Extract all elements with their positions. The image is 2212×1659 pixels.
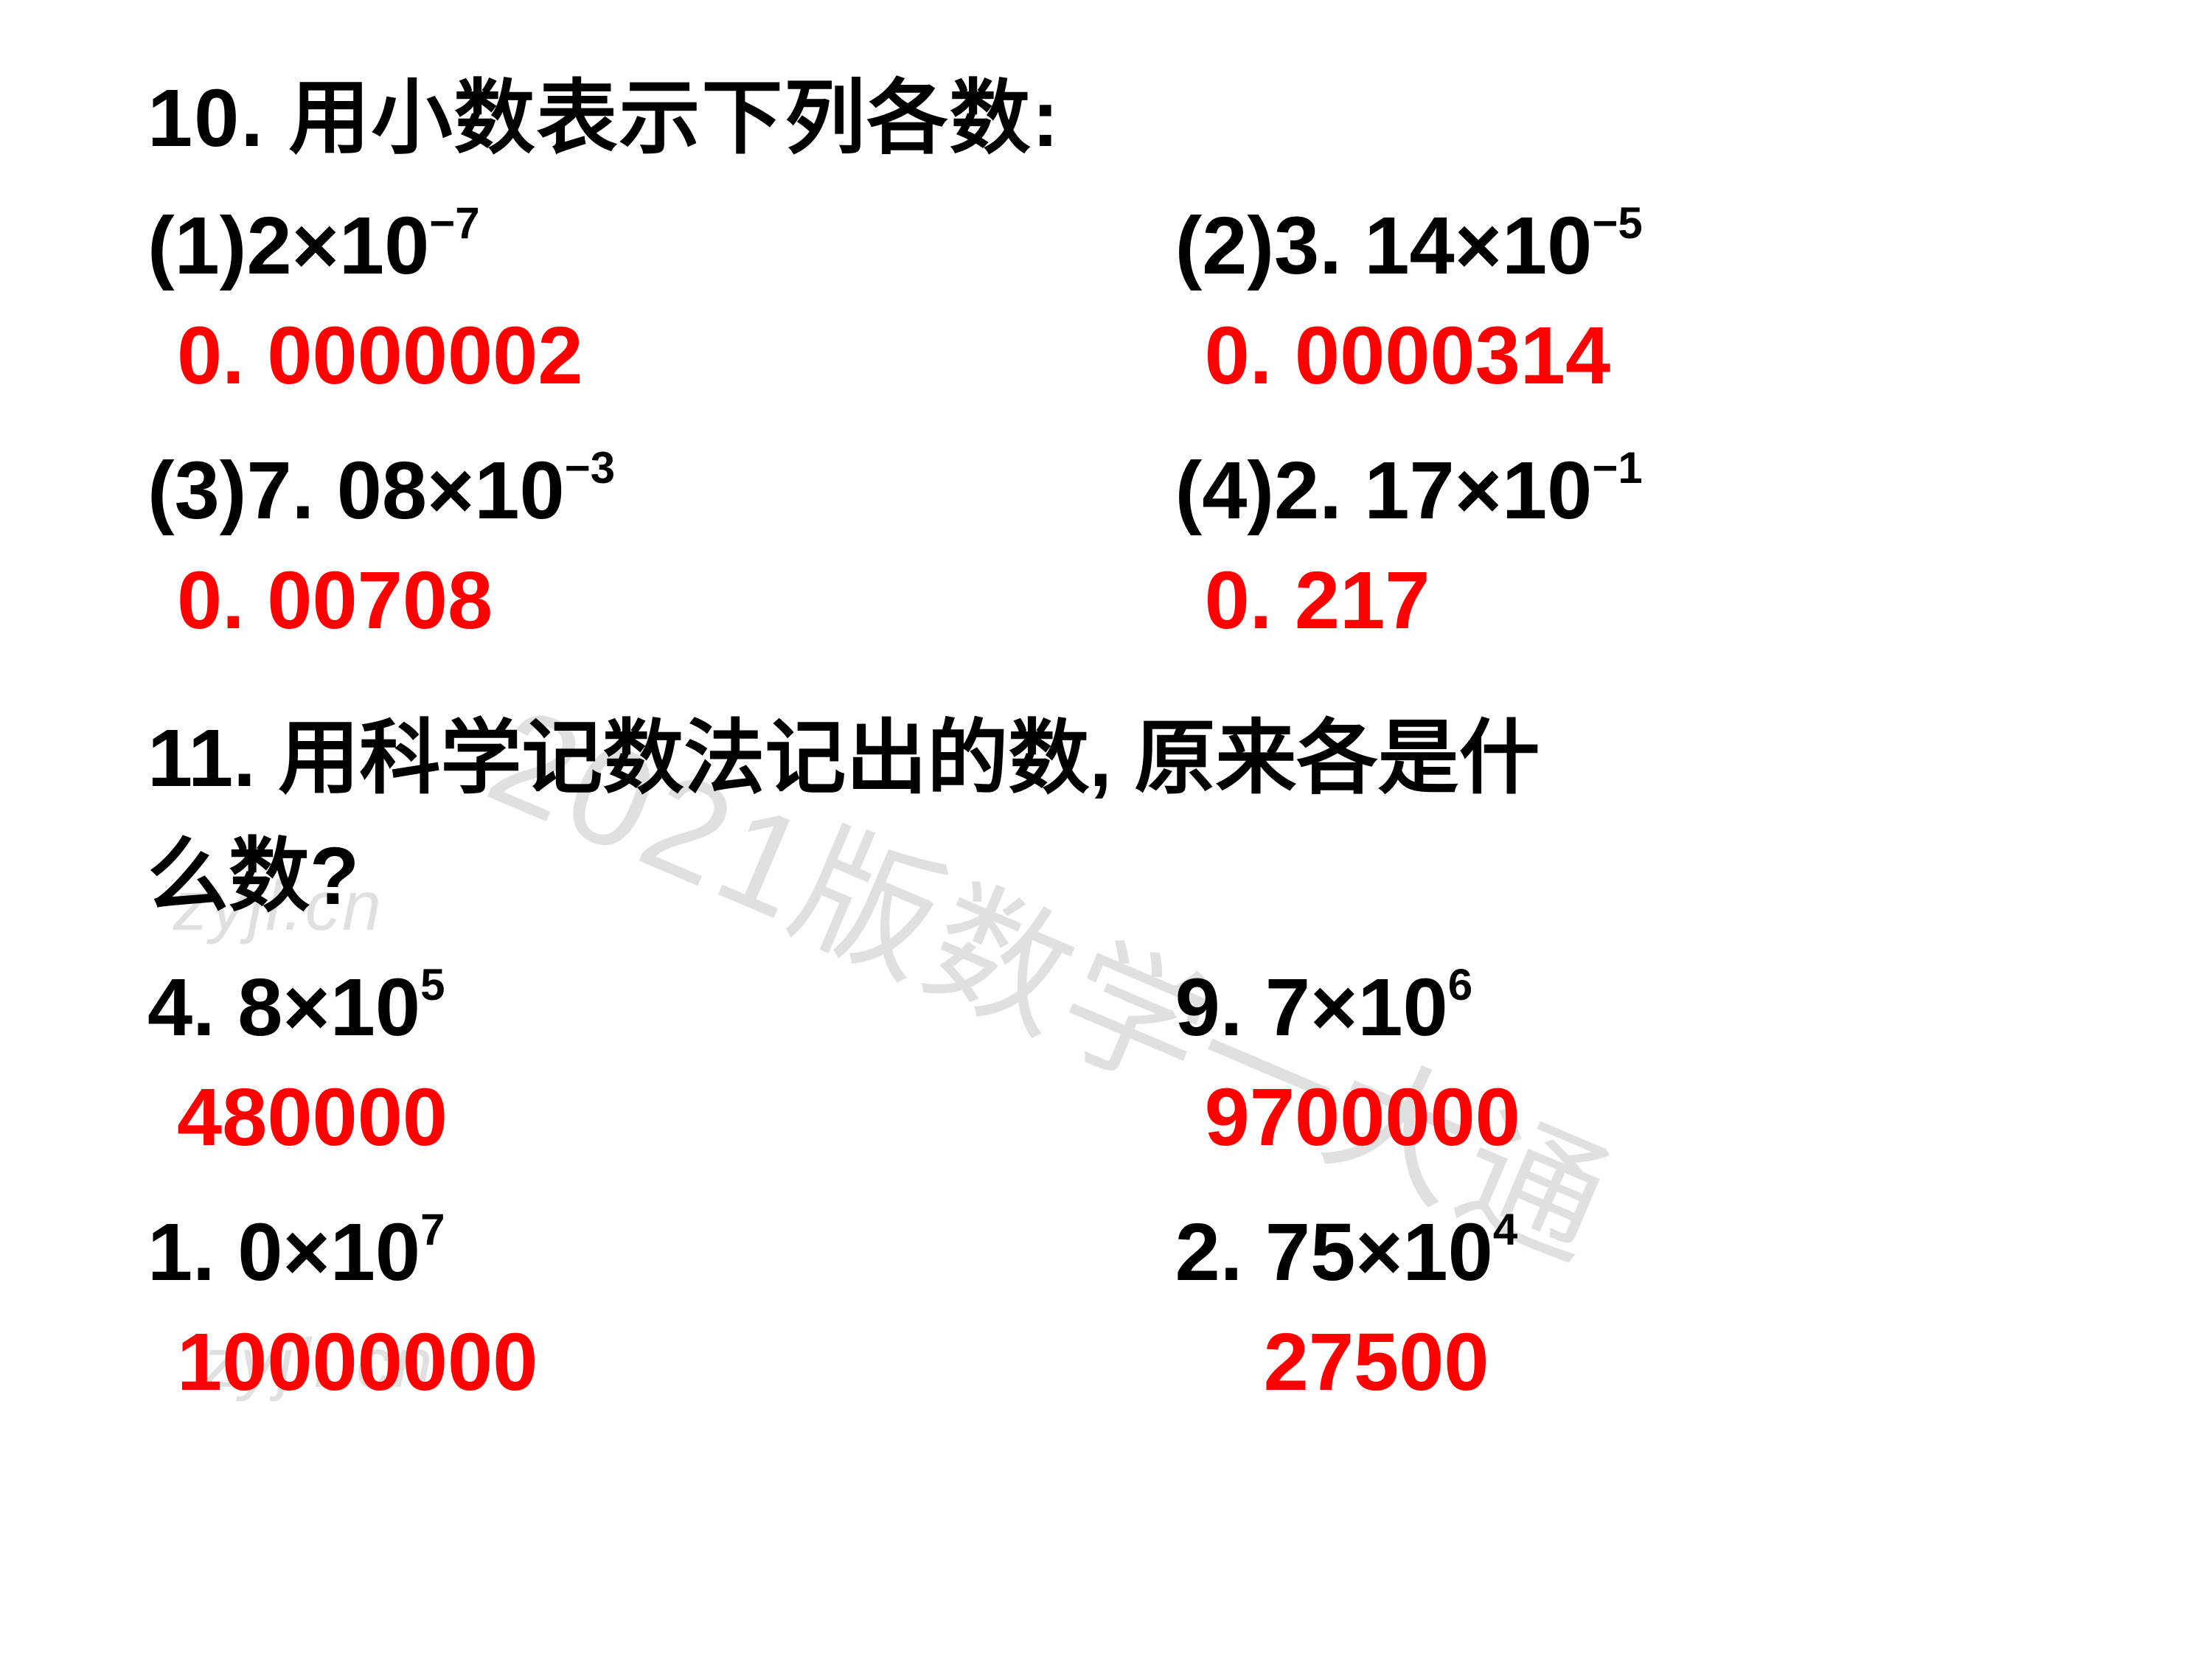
- q10-item1-label: (1): [147, 201, 246, 291]
- multiply-sign: ×: [1455, 445, 1502, 536]
- q10-item3-answer: 0. 00708: [177, 546, 1175, 656]
- base-10: 10: [474, 445, 564, 536]
- multiply-sign: ×: [1355, 1207, 1402, 1298]
- q11-item1-exp: 5: [420, 960, 445, 1009]
- q11-item1-coeff: 4. 8: [147, 962, 282, 1053]
- q11-item2-expr: 9. 7×106: [1175, 953, 2124, 1063]
- q11-title-line1: 11. 用科学记数法记出的数, 原来各是什: [147, 700, 2124, 818]
- q10-item4-label: (4): [1175, 445, 1274, 536]
- multiply-sign: ×: [1310, 962, 1357, 1053]
- q10-item3-coeff: 7. 08: [246, 445, 427, 536]
- q11-item4-coeff: 2. 75: [1175, 1207, 1356, 1298]
- q10-row2: (3)7. 08×10−3 (4)2. 17×10−1: [147, 437, 2124, 546]
- q11-item3-answer: 10000000: [177, 1308, 1175, 1418]
- q10-row2-ans: 0. 00708 0. 217: [147, 546, 2124, 682]
- q11-row1: 4. 8×105 9. 7×106: [147, 953, 2124, 1063]
- multiply-sign: ×: [282, 962, 330, 1053]
- q10-item1-exp: −7: [429, 198, 479, 248]
- q11-item2-exp: 6: [1448, 960, 1472, 1009]
- q10-item1-expr: (1)2×10−7: [147, 192, 1175, 302]
- q11-item1-answer: 480000: [177, 1063, 1175, 1173]
- q11-item3-exp: 7: [420, 1205, 445, 1254]
- base-10: 10: [330, 1207, 420, 1298]
- q10-item3-label: (3): [147, 445, 246, 536]
- q11-title: 11. 用科学记数法记出的数, 原来各是什 么数?: [147, 700, 2124, 935]
- base-10: 10: [1502, 201, 1592, 291]
- q11-item2-answer: 9700000: [1205, 1063, 2124, 1173]
- q10-item4-coeff: 2. 17: [1274, 445, 1455, 536]
- q10-item1-answer: 0. 0000002: [177, 302, 1175, 411]
- q10-item4-expr: (4)2. 17×10−1: [1175, 437, 2124, 546]
- q10-item2-exp: −5: [1592, 198, 1642, 248]
- base-10: 10: [1502, 445, 1592, 536]
- q10-item3-expr: (3)7. 08×10−3: [147, 437, 1175, 546]
- multiply-sign: ×: [1455, 201, 1502, 291]
- q10-item2-answer: 0. 0000314: [1205, 302, 2124, 411]
- q11-item3-expr: 1. 0×107: [147, 1198, 1175, 1308]
- q10-item2-expr: (2)3. 14×10−5: [1175, 192, 2124, 302]
- q10-item1-coeff: 2: [246, 201, 291, 291]
- q11-item4-exp: 4: [1493, 1205, 1517, 1254]
- q10-title: 10. 用小数表示下列各数:: [147, 52, 2124, 170]
- page: 10. 用小数表示下列各数: (1)2×10−7 (2)3. 14×10−5 0…: [147, 52, 2124, 1443]
- q10-item4-exp: −1: [1592, 443, 1642, 493]
- multiply-sign: ×: [427, 445, 474, 536]
- base-10: 10: [1403, 1207, 1493, 1298]
- q11-item4-answer: 27500: [1264, 1308, 2124, 1418]
- q11-item1-expr: 4. 8×105: [147, 953, 1175, 1063]
- q11-row1-ans: 480000 9700000: [147, 1063, 2124, 1199]
- q11-row2-ans: 10000000 27500: [147, 1308, 2124, 1444]
- base-10: 10: [330, 962, 420, 1053]
- q10-row1: (1)2×10−7 (2)3. 14×10−5: [147, 192, 2124, 302]
- multiply-sign: ×: [282, 1207, 330, 1298]
- q11-item4-expr: 2. 75×104: [1175, 1198, 2124, 1308]
- multiply-sign: ×: [292, 201, 339, 291]
- q10-item4-answer: 0. 217: [1205, 546, 2124, 656]
- q11-title-line2: 么数?: [147, 818, 2124, 936]
- q11-item3-coeff: 1. 0: [147, 1207, 282, 1298]
- q10-item3-exp: −3: [565, 443, 615, 493]
- q11-row2: 1. 0×107 2. 75×104: [147, 1198, 2124, 1308]
- q10-item2-label: (2): [1175, 201, 1274, 291]
- base-10: 10: [1357, 962, 1447, 1053]
- base-10: 10: [339, 201, 429, 291]
- q11-item2-coeff: 9. 7: [1175, 962, 1310, 1053]
- q10-row1-ans: 0. 0000002 0. 0000314: [147, 302, 2124, 437]
- q10-item2-coeff: 3. 14: [1274, 201, 1455, 291]
